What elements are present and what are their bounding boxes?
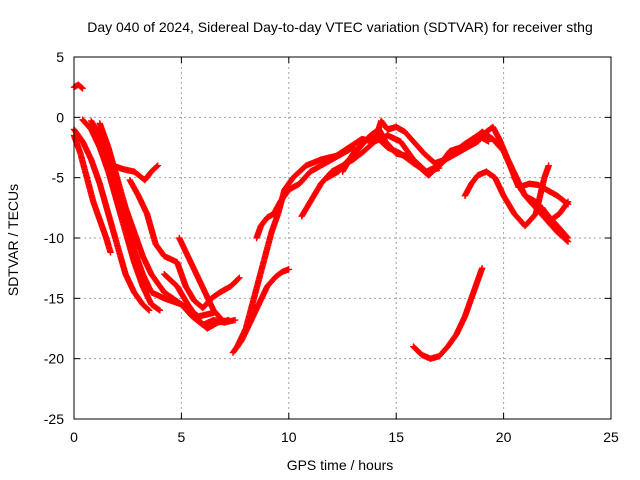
data-points (253, 144, 357, 242)
y-tick-label: 5 (56, 49, 64, 65)
y-tick-label: -15 (44, 290, 64, 306)
data-points (79, 116, 164, 314)
x-tick-label: 25 (603, 429, 619, 445)
series-arc-10 (161, 271, 232, 332)
x-tick-label: 15 (388, 429, 404, 445)
x-tick-label: 10 (281, 429, 297, 445)
y-tick-label: 0 (56, 109, 64, 125)
x-tick-label: 0 (70, 429, 78, 445)
data-points (176, 234, 228, 326)
data-points (461, 162, 552, 230)
data-series (70, 81, 572, 362)
data-points (70, 81, 86, 92)
data-points (161, 271, 232, 332)
x-axis-label: GPS time / hours (287, 457, 394, 473)
y-axis-label: SDTVAR / TECUs (5, 184, 21, 296)
y-tick-label: -25 (44, 411, 64, 427)
series-arc-09 (176, 234, 228, 326)
series-arc-13 (253, 144, 357, 242)
series-arc-08 (126, 176, 243, 312)
data-points (109, 162, 161, 184)
series-arc-12 (234, 132, 492, 350)
y-tick-label: -20 (44, 351, 64, 367)
series-arc-20 (410, 264, 486, 362)
y-tick-label: -10 (44, 230, 64, 246)
series-arc-06 (96, 120, 217, 320)
series-arc-16 (339, 132, 443, 175)
series-arc-01 (70, 81, 86, 92)
axis-ticks: 0 5 10 15 20 25 -25 -20 -15 -10 -5 0 5 (44, 49, 619, 445)
series-arc-18 (511, 174, 572, 245)
data-points (96, 120, 217, 320)
data-points (234, 132, 492, 350)
data-points (539, 198, 572, 224)
x-tick-label: 20 (496, 429, 512, 445)
chart-title: Day 040 of 2024, Sidereal Day-to-day VTE… (87, 19, 593, 35)
series-arc-07 (109, 162, 161, 184)
series-arc-04 (79, 116, 164, 314)
data-points (126, 176, 243, 312)
data-points (410, 264, 486, 362)
series-arc-17 (461, 162, 552, 230)
data-points (339, 132, 443, 175)
data-points (511, 174, 572, 245)
series-arc-19 (539, 198, 572, 224)
x-tick-label: 5 (178, 429, 186, 445)
y-tick-label: -5 (52, 170, 65, 186)
